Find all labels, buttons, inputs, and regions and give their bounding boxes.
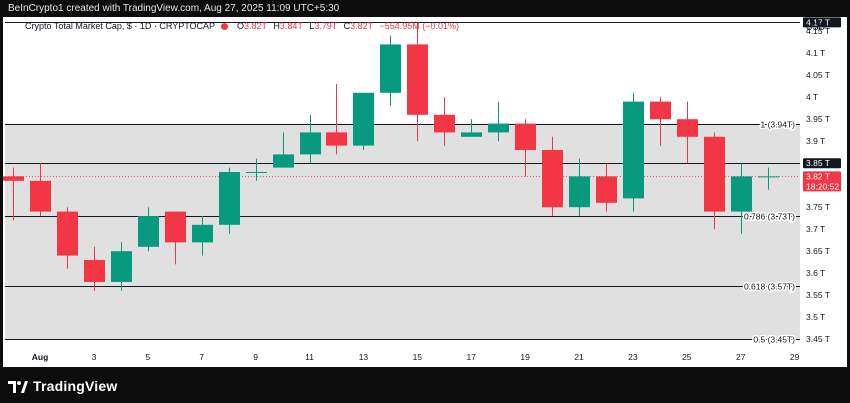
price-tag-label: 3.85 T [806, 158, 830, 168]
price-tag-countdown: 18:20:52 [806, 181, 839, 191]
candle-body [56, 211, 79, 256]
close-label: C [343, 21, 351, 31]
candle-body [649, 101, 672, 120]
symbol-title[interactable]: Crypto Total Market Cap, $ · 1D · CRYPTO… [25, 21, 215, 31]
y-tick-label: 3.95 T [806, 114, 830, 124]
candle-body [191, 224, 214, 243]
price-tag [803, 171, 841, 192]
high-label: H [273, 21, 280, 31]
price-tag [803, 17, 841, 28]
candle-body [164, 211, 187, 243]
x-tick-label: Aug [32, 352, 49, 362]
candle-body [137, 216, 160, 247]
candle-body [29, 180, 52, 212]
y-tick-label: 3.7 T [806, 224, 825, 234]
currency-label[interactable]: USD [806, 22, 826, 32]
candle-body [325, 132, 348, 146]
price-tag-label: 3.82 T [806, 171, 830, 181]
candle-body [622, 101, 645, 199]
y-tick-label: 3.5 T [806, 312, 825, 322]
x-tick-label: 19 [520, 352, 530, 362]
candle-body [272, 154, 295, 168]
candle-body [433, 114, 456, 133]
x-tick-label: 15 [413, 352, 423, 362]
low-value: 3.79T [314, 21, 338, 31]
tradingview-brand: TradingView [33, 378, 118, 394]
candle-body [568, 176, 591, 208]
chart-caption: BeInCrypto1 created with TradingView.com… [8, 3, 340, 14]
candle-body [110, 251, 133, 282]
candle-body [218, 172, 241, 225]
candle-body [83, 260, 106, 282]
x-tick-label: 11 [305, 352, 314, 362]
fib-level-label: 0.786 (3.73T) [744, 212, 795, 222]
candle-body [730, 176, 753, 212]
candle-body [676, 119, 699, 137]
candle-body [245, 172, 268, 173]
x-tick-label: 9 [253, 352, 258, 362]
candle-body [299, 132, 322, 155]
y-tick-label: 4 T [806, 92, 818, 102]
x-tick-label: 23 [628, 352, 638, 362]
y-tick-label: 3.6 T [806, 268, 825, 278]
high-value: 3.84T [279, 21, 303, 31]
candle-body [406, 44, 429, 115]
y-tick-label: 3.55 T [806, 290, 830, 300]
x-tick-label: 17 [466, 352, 476, 362]
candle-body [487, 123, 510, 133]
candle-body [352, 92, 375, 146]
open-value: 3.82T [243, 21, 267, 31]
candle-body [703, 136, 726, 212]
x-tick-label: 29 [790, 352, 800, 362]
fib-shaded-band [5, 123, 800, 340]
tradingview-logo-icon [8, 380, 28, 393]
y-tick-label: 4.15 T [806, 26, 830, 36]
x-tick-label: 25 [682, 352, 692, 362]
change-value: −554.95M (−0.01%) [379, 21, 460, 31]
candle-body [2, 176, 25, 181]
tradingview-footer[interactable]: TradingView [8, 377, 117, 395]
y-tick-label: 4.05 T [806, 70, 830, 80]
y-tick-label: 3.75 T [806, 202, 830, 212]
candle-body [541, 150, 564, 208]
candle-body [514, 123, 537, 150]
open-label: O [236, 21, 244, 31]
x-tick-label: 7 [199, 352, 204, 362]
chart-header: Crypto Total Market Cap, $ · 1D · CRYPTO… [25, 21, 459, 31]
candle-body [460, 132, 483, 137]
y-tick-label: 4.1 T [806, 48, 825, 58]
y-tick-label: 3.45 T [806, 334, 830, 344]
candle-body [757, 176, 780, 178]
x-tick-label: 3 [92, 352, 97, 362]
close-value: 3.82T [350, 21, 373, 31]
fib-level-label: 0.5 (3.45T) [753, 335, 795, 345]
x-tick-label: 13 [359, 352, 369, 362]
ohlc-status-dot-icon [221, 23, 229, 31]
x-tick-label: 5 [145, 352, 150, 362]
candle-body [379, 44, 402, 93]
price-tag [803, 158, 841, 169]
fib-level-label: 1 (3.94T) [761, 120, 796, 130]
x-tick-label: 21 [574, 352, 584, 362]
x-tick-label: 27 [736, 352, 746, 362]
price-tag-label: 4.17 T [806, 17, 830, 27]
y-tick-label: 3.65 T [806, 246, 830, 256]
candle-body [595, 176, 618, 203]
fib-level-label: 0.618 (3.57T) [744, 282, 795, 292]
low-label: L [309, 21, 315, 31]
y-tick-label: 3.9 T [806, 136, 825, 146]
